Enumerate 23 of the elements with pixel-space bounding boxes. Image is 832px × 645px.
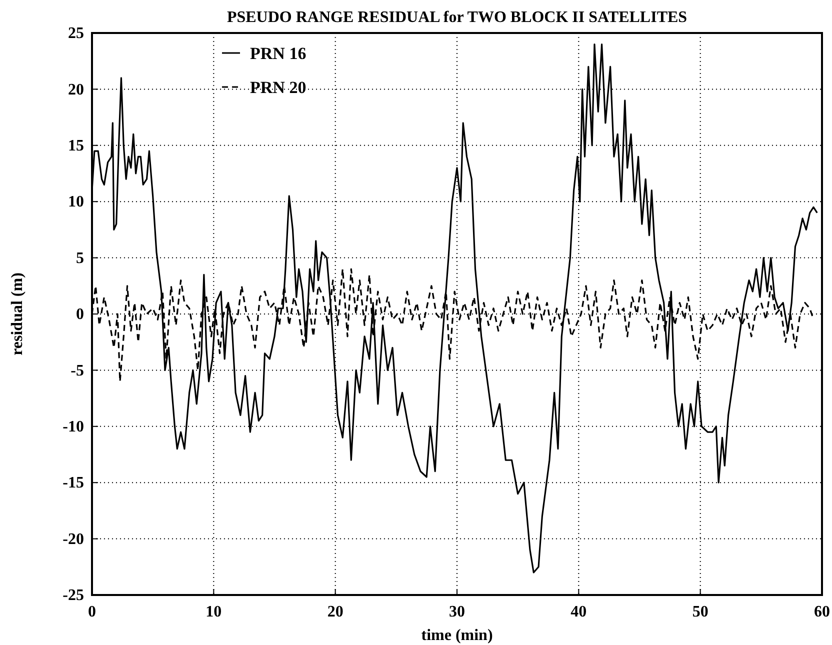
y-tick-label: -20 <box>62 530 84 548</box>
y-axis-title: residual (m) <box>9 272 26 356</box>
y-tick-label: -15 <box>62 474 84 492</box>
y-tick-label: 0 <box>76 306 84 324</box>
x-tick-label: 50 <box>692 603 708 620</box>
y-tick-label: 25 <box>68 25 84 42</box>
x-tick-label: 0 <box>88 603 96 620</box>
x-axis-title: time (min) <box>421 627 493 644</box>
legend-label: PRN 20 <box>250 78 306 97</box>
y-tick-label: -25 <box>62 587 84 604</box>
y-tick-label: -10 <box>62 418 84 436</box>
x-tick-label: 40 <box>570 603 587 620</box>
chart-title: PSEUDO RANGE RESIDUAL for TWO BLOCK II SATELLITES <box>226 9 688 26</box>
x-tick-label: 20 <box>327 603 344 620</box>
y-tick-label: 5 <box>76 250 84 267</box>
y-tick-label: 20 <box>68 81 84 98</box>
x-tick-label: 30 <box>449 603 465 620</box>
x-tick-label: 10 <box>206 603 222 620</box>
y-tick-label: -5 <box>70 362 84 380</box>
y-tick-label: 10 <box>68 194 84 211</box>
y-tick-label: 15 <box>68 138 84 155</box>
legend-label: PRN 16 <box>250 44 306 63</box>
x-tick-label: 60 <box>814 603 830 620</box>
